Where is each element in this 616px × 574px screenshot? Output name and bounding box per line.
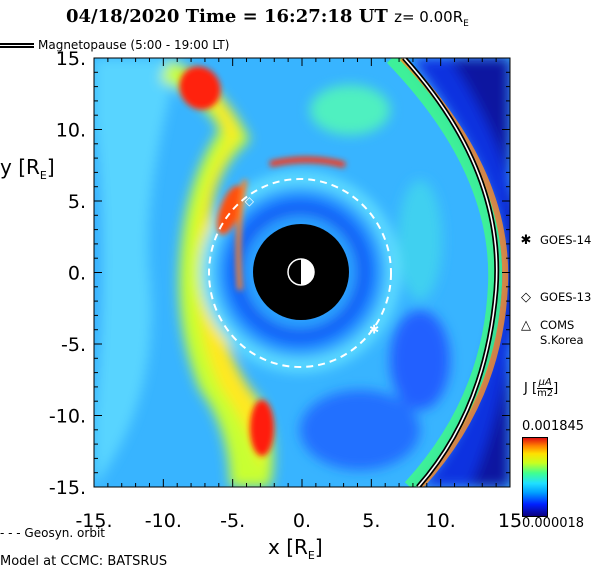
colorbar-min-label: 0.000018 (522, 516, 585, 531)
diamond-icon: ◇ (245, 194, 255, 208)
geosynchronous-orbit (208, 178, 392, 368)
y-tick-label: 15. (56, 48, 86, 70)
x-tick-label: 5. (362, 510, 380, 532)
x-tick-label: 10. (426, 510, 456, 532)
legend-goes13: ◇ GOES-13 (518, 290, 591, 305)
colorbar-max-label: 0.001845 (522, 419, 585, 434)
y-tick-label: -15. (49, 477, 86, 499)
x-tick-labels: -15. -10. -5. 0. 5. 10. 15 (75, 510, 522, 532)
y-axis-title: y [RE] (0, 155, 55, 182)
model-credit: Model at CCMC: BATSRUS (0, 554, 168, 569)
triangle-icon: △ (521, 318, 531, 333)
x-tick-label: 15 (498, 510, 522, 532)
legend-goes14: ✱ GOES-14 (518, 233, 592, 248)
y-tick-labels: 15. 10. 5. 0. -5. -10. -15. (49, 48, 86, 499)
asterisk-icon: ✱ (369, 323, 379, 337)
x-tick-label: 0. (293, 510, 311, 532)
colorbar (522, 437, 548, 517)
current-density-map (94, 58, 510, 487)
x-axis-title: x [RE] (268, 535, 323, 562)
asterisk-icon: ✱ (520, 233, 532, 248)
colorbar-title: J [ μA m2 ] (524, 377, 559, 399)
x-tick-label: -5. (220, 510, 245, 532)
plot-title: 04/18/2020 Time = 16:27:18 UT z= 0.00RE (66, 6, 469, 29)
y-tick-label: -5. (61, 334, 86, 356)
y-tick-label: 5. (68, 191, 86, 213)
geosyn-orbit-legend: - - - Geosyn. orbit (0, 526, 105, 540)
diamond-icon: ◇ (521, 290, 531, 305)
legend-coms: △ COMS S.Korea (518, 318, 584, 347)
y-tick-label: 0. (68, 263, 86, 285)
axis-ticks (93, 57, 511, 488)
magnetopause-swatch-icon (0, 43, 34, 48)
x-tick-label: -10. (145, 510, 182, 532)
y-tick-label: 10. (56, 120, 86, 142)
magnetopause-legend: Magnetopause (5:00 - 19:00 LT) (0, 38, 229, 52)
y-tick-label: -10. (49, 406, 86, 428)
x-tick-label: -15. (75, 510, 112, 532)
satellite-markers: ✱◇ (245, 194, 379, 337)
